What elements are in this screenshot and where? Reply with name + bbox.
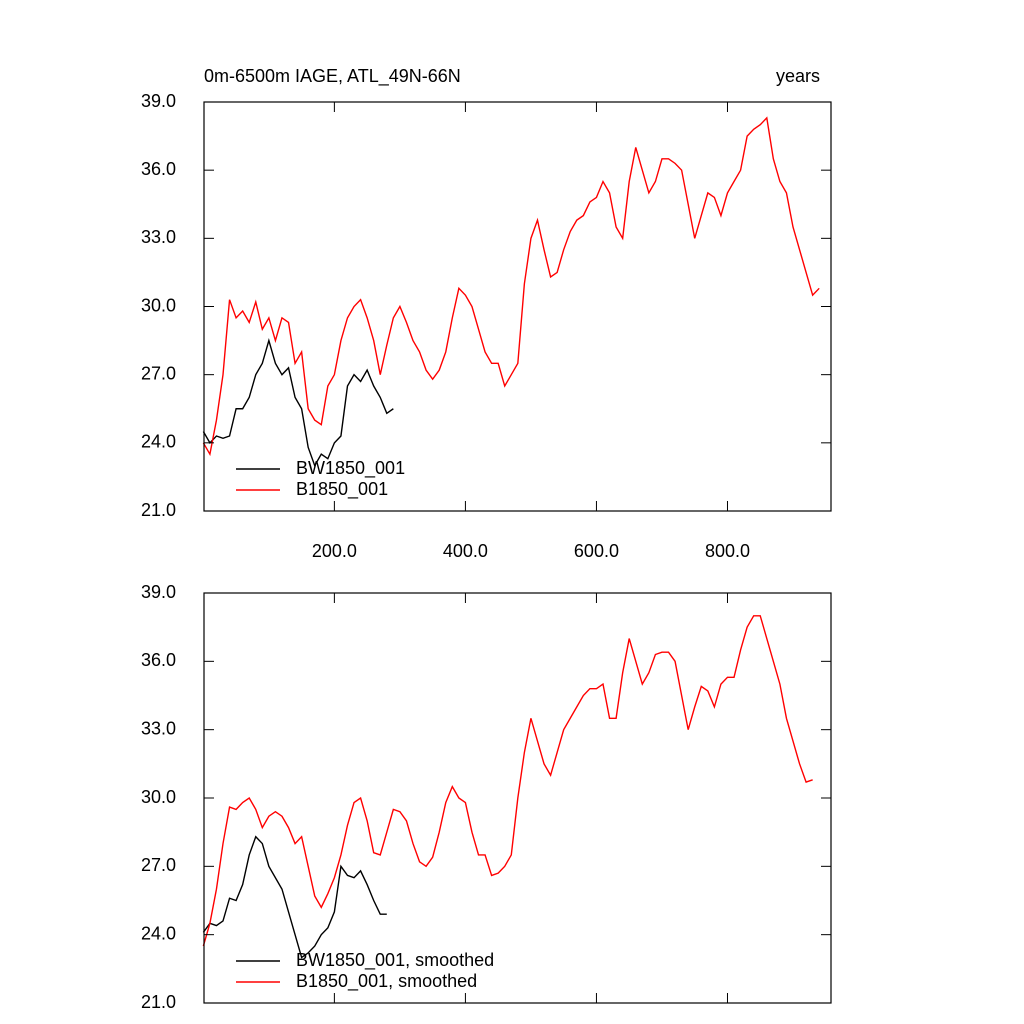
y-tick-label: 30.0 [141,787,176,807]
legend-label: B1850_001, smoothed [296,971,477,992]
series-line [202,116,820,457]
y-tick-label: 21.0 [141,500,176,520]
y-tick-label: 33.0 [141,227,176,247]
x-tick-label: 800.0 [705,541,750,561]
y-tick-label: 36.0 [141,159,176,179]
y-tick-label: 21.0 [141,992,176,1012]
x-tick-label: 600.0 [574,541,619,561]
legend-label: BW1850_001 [296,458,405,479]
x-tick-label: 200.0 [312,541,357,561]
series-line [202,615,813,947]
y-tick-label: 27.0 [141,855,176,875]
y-tick-label: 33.0 [141,718,176,738]
y-tick-label: 36.0 [141,650,176,670]
legend-label: BW1850_001, smoothed [296,950,494,971]
y-tick-label: 39.0 [141,91,176,111]
y-tick-label: 27.0 [141,363,176,383]
chart-subtitle: years [776,66,820,86]
plot-frame [203,101,832,512]
y-tick-label: 24.0 [141,432,176,452]
y-tick-label: 39.0 [141,582,176,602]
series-line [202,338,394,468]
y-tick-label: 30.0 [141,295,176,315]
y-tick-label: 24.0 [141,923,176,943]
legend-label: B1850_001 [296,479,388,500]
chart-title: 0m-6500m IAGE, ATL_49N-66N [204,66,461,87]
x-tick-label: 400.0 [443,541,488,561]
series-line [202,835,387,959]
